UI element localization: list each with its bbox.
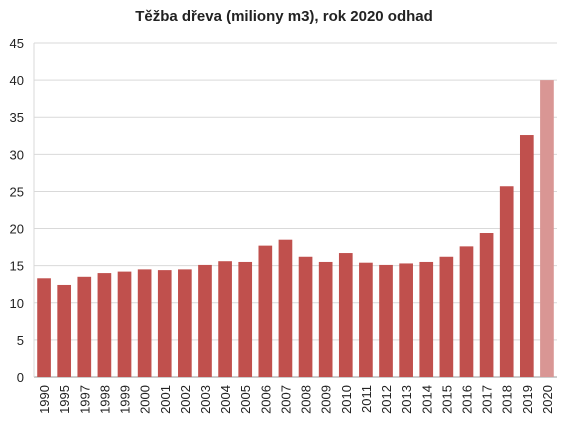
x-tick-label: 2018 — [500, 385, 515, 414]
x-tick-label: 2011 — [359, 385, 374, 413]
x-tick-label: 2009 — [319, 385, 334, 414]
x-tick-label: 1990 — [37, 385, 52, 414]
x-tick-label: 2004 — [218, 385, 233, 414]
bar — [157, 270, 172, 377]
y-tick-label: 20 — [10, 222, 24, 237]
bar — [359, 262, 373, 377]
x-tick-label: 2006 — [258, 385, 273, 414]
y-tick-label: 10 — [10, 296, 24, 311]
x-tick-label: 2015 — [439, 385, 454, 414]
y-tick-label: 35 — [10, 110, 24, 125]
y-tick-label: 5 — [17, 333, 24, 348]
bar — [278, 239, 293, 377]
bar — [198, 264, 212, 377]
y-tick-label: 40 — [10, 73, 24, 88]
bar — [117, 271, 132, 377]
x-tick-label: 2002 — [178, 385, 193, 414]
y-tick-label: 45 — [10, 36, 24, 51]
x-tick-label: 2000 — [138, 385, 153, 414]
bar — [540, 80, 554, 377]
x-tick-label: 2014 — [419, 385, 434, 414]
bar — [459, 246, 474, 377]
bar — [399, 263, 413, 377]
x-tick-label: 1998 — [97, 385, 112, 414]
bar — [298, 256, 313, 377]
bar — [479, 233, 494, 377]
bar — [57, 284, 72, 377]
x-tick-label: 2001 — [158, 385, 173, 414]
x-tick-label: 2008 — [299, 385, 314, 414]
x-tick-label: 2003 — [198, 385, 213, 414]
x-tick-label: 1999 — [118, 385, 133, 414]
chart-title: Těžba dřeva (miliony m3), rok 2020 odhad — [135, 8, 433, 25]
bar — [37, 278, 51, 377]
x-tick-label: 1997 — [77, 385, 92, 414]
x-tick-label: 2019 — [520, 385, 535, 414]
bar — [238, 261, 253, 377]
bar — [258, 245, 273, 377]
x-tick-label: 2020 — [540, 385, 555, 414]
x-tick-label: 2005 — [238, 385, 253, 414]
bar — [218, 261, 232, 377]
x-tick-label: 2017 — [480, 385, 495, 414]
bar — [499, 186, 514, 377]
bar — [379, 264, 393, 377]
x-tick-label: 2016 — [459, 385, 474, 414]
x-tick-label: 2007 — [278, 385, 293, 414]
bar — [318, 261, 333, 377]
bar — [97, 273, 112, 377]
y-tick-label: 30 — [10, 147, 24, 162]
x-tick-label: 1995 — [57, 385, 72, 414]
bar — [178, 269, 192, 377]
x-tick-label: 2010 — [339, 385, 354, 414]
y-tick-label: 15 — [10, 259, 24, 274]
bar — [137, 269, 152, 377]
x-tick-label: 2013 — [399, 385, 414, 414]
bar — [439, 256, 454, 377]
bar — [338, 253, 353, 377]
y-tick-label: 25 — [10, 184, 24, 199]
y-tick-label: 0 — [17, 370, 24, 385]
bar — [519, 135, 534, 377]
bar — [419, 261, 434, 377]
bar — [77, 276, 92, 377]
x-tick-label: 2012 — [379, 385, 394, 414]
